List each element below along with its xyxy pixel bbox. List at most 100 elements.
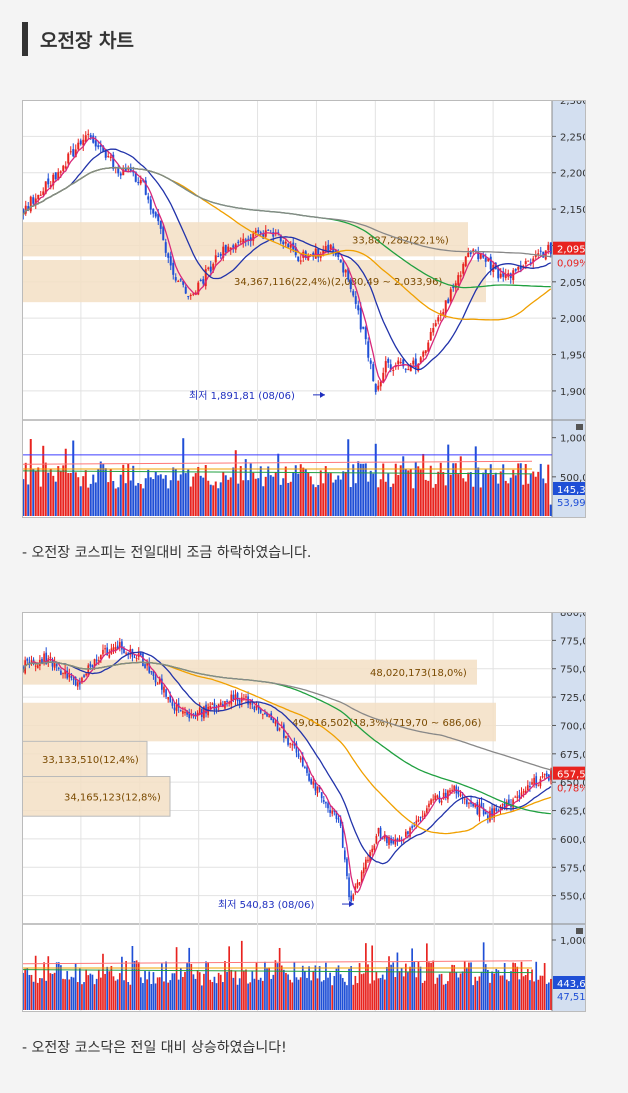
volume-bar (360, 974, 363, 1010)
volume-bar (337, 475, 340, 516)
candle-body (253, 706, 256, 711)
candle-body (262, 233, 265, 239)
candle-body (97, 660, 100, 662)
volume-bar (348, 968, 350, 1010)
volume-bar (451, 964, 453, 1010)
candle-body (392, 369, 395, 371)
volume-bar (190, 964, 193, 1010)
candle-body (333, 809, 336, 812)
candle-body (464, 256, 467, 267)
volume-bar (118, 973, 121, 1010)
volume-bar (261, 980, 264, 1010)
volume-bar (543, 963, 546, 1010)
volume-bar (255, 962, 258, 1010)
volume-bar (417, 961, 420, 1010)
candle-body (508, 799, 510, 806)
volume-bar (297, 473, 300, 516)
volume-bar (116, 979, 119, 1010)
volume-bar (389, 486, 392, 516)
candle-body (348, 877, 350, 898)
candle-body (187, 295, 190, 298)
candle-body (324, 245, 327, 253)
volume-bar (491, 971, 493, 1010)
volume-bar (462, 478, 465, 516)
volume-bar (377, 978, 380, 1010)
volume-bar (78, 968, 81, 1010)
volume-bar (243, 970, 245, 1010)
candle-body (92, 135, 95, 143)
volume-bar (203, 973, 205, 1010)
candle-body (60, 670, 62, 675)
volume-bar (472, 985, 474, 1010)
candle-body (132, 171, 135, 173)
volume-bar (77, 477, 80, 516)
candle-body (272, 718, 275, 723)
candle-body (47, 178, 50, 185)
volume-bar (264, 961, 266, 1010)
candle-body (419, 357, 422, 363)
volume-bar (535, 961, 538, 1010)
volume-bar (219, 974, 222, 1010)
volume-bar (187, 469, 190, 516)
candle-body (335, 811, 338, 819)
candle-body (306, 767, 308, 773)
volume-bar (219, 482, 222, 516)
volume-bar (167, 982, 170, 1010)
volume-bar (51, 973, 54, 1010)
candle-body (429, 331, 432, 341)
volume-ma-line (21, 960, 533, 965)
volume-bar (312, 484, 315, 516)
volume-bar (319, 470, 322, 516)
candle-body (287, 243, 290, 248)
volume-bar (175, 947, 178, 1010)
candle-body (532, 258, 535, 263)
volume-profile-label: 33,887,282(22,1%) (352, 235, 449, 246)
volume-bar (350, 966, 352, 1010)
candle-body (34, 198, 37, 205)
volume-bar (547, 464, 550, 516)
volume-bar (199, 475, 202, 516)
candle-body (200, 708, 203, 718)
volume-bar (442, 472, 445, 516)
volume-bar (454, 463, 457, 516)
volume-bar (245, 969, 247, 1010)
volume-bar (152, 479, 155, 516)
volume-bar (347, 439, 350, 516)
candle-body (407, 831, 409, 835)
volume-bar (189, 486, 192, 516)
volume-bar (324, 466, 327, 516)
volume-bar (394, 977, 397, 1010)
candle-body (211, 703, 214, 705)
volume-bar (375, 972, 378, 1010)
volume-bar (95, 978, 98, 1010)
volume-bar (455, 971, 458, 1010)
candle-body (42, 191, 45, 195)
volume-bar (146, 979, 148, 1010)
candle-body (259, 709, 262, 713)
volume-ma-line (21, 969, 533, 974)
candle-body (27, 206, 30, 210)
volume-bar (62, 465, 65, 516)
volume-profile-band (22, 260, 486, 303)
volume-bar (29, 439, 32, 516)
volume-bar (89, 483, 92, 516)
candle-body (70, 676, 73, 679)
candle-body (424, 350, 427, 354)
volume-bar (396, 952, 399, 1010)
volume-bar (268, 967, 270, 1010)
volume-bar (213, 976, 216, 1010)
volume-bar (514, 475, 517, 516)
volume-bar (22, 479, 25, 516)
volume-bar (102, 953, 104, 1010)
volume-bar (318, 966, 321, 1010)
volume-bar (247, 480, 250, 516)
y-tick-label: 650,00 (560, 778, 586, 789)
volume-bar (306, 977, 308, 1010)
volume-bar (505, 979, 508, 1010)
candle-body (541, 776, 544, 778)
y-tick-label: 2,150,00 (560, 205, 586, 216)
candle-body (430, 799, 432, 805)
current-volume-tag (553, 976, 586, 989)
volume-bar (358, 963, 361, 1010)
candle-body (274, 721, 277, 724)
